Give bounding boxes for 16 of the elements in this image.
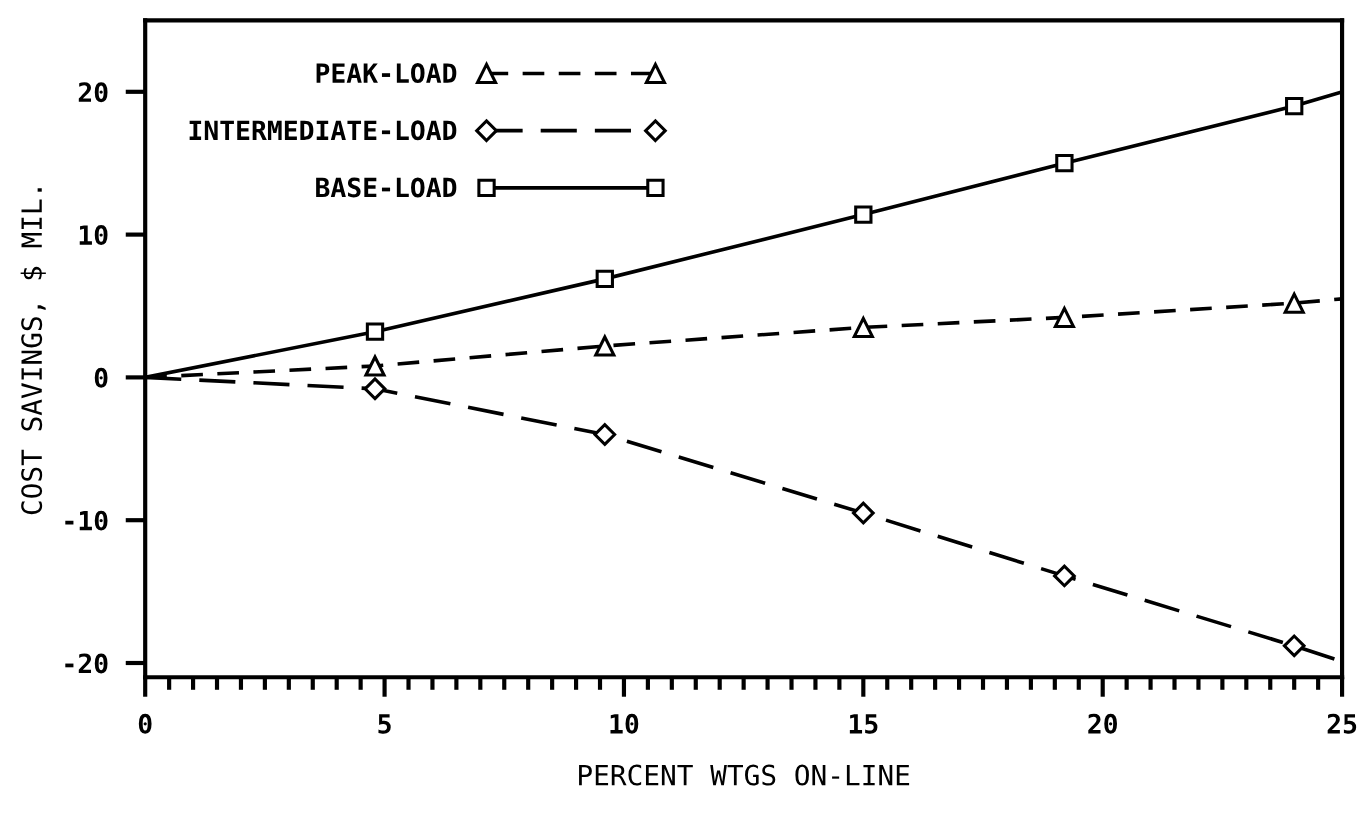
x-axis-title: PERCENT WTGS ON-LINE: [579, 764, 910, 786]
y-tick-label: 20: [78, 82, 108, 103]
legend-label: BASE-LOAD: [316, 177, 457, 198]
x-tick-label: 10: [610, 713, 639, 734]
x-tick-label: 0: [138, 713, 152, 734]
y-tick-label: -10: [65, 510, 108, 531]
legend-label: INTERMEDIATE-LOAD: [189, 120, 457, 141]
x-tick-label: 15: [849, 714, 878, 734]
y-tick-label: -20: [65, 653, 108, 674]
y-tick-label: 0: [94, 367, 108, 388]
x-tick-label: 5: [378, 714, 391, 734]
y-axis-title: COST SAVINGS, $ MIL.: [20, 188, 46, 515]
legend-label: PEAK-LOAD: [316, 63, 457, 84]
x-tick-label: 25: [1327, 713, 1357, 734]
x-tick-label: 20: [1088, 713, 1117, 734]
y-tick-label: 10: [79, 225, 108, 245]
